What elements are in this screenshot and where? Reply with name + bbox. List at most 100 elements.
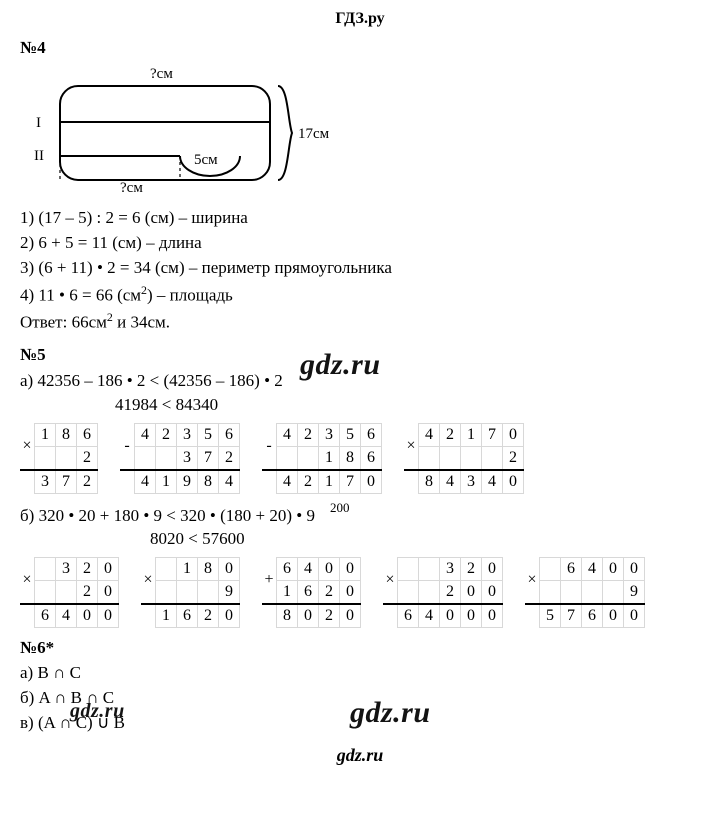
- task4-line-3: 3) (6 + 11) • 2 = 34 (см) – периметр пря…: [20, 257, 700, 280]
- calc-operator: [20, 604, 35, 628]
- task4-steps: 1) (17 – 5) : 2 = 6 (см) – ширина 2) 6 +…: [20, 207, 700, 335]
- calc-digit: 2: [503, 446, 524, 470]
- task5-a-line1: 42356 – 186 • 2 < (42356 – 186) • 2: [37, 371, 282, 390]
- calc-digit: 2: [461, 558, 482, 581]
- calc-operator: ×: [20, 423, 35, 470]
- calc-digit: [56, 446, 77, 470]
- calc-digit: 6: [361, 423, 382, 446]
- calc-digit: 4: [135, 470, 156, 494]
- calc-digit: 3: [56, 558, 77, 581]
- task6-line-c: в) (A ∩ C) ∪ B: [20, 712, 700, 735]
- calc-digit: 0: [482, 581, 503, 605]
- calc-digit: 0: [361, 470, 382, 494]
- diagram-bottom-label: ?см: [120, 180, 143, 194]
- task5-b-calcs: × 320 206400× 180 91620+640016208020× 32…: [20, 557, 700, 628]
- calc-digit: [419, 581, 440, 605]
- calc-digit: [582, 581, 603, 605]
- calc-digit: 6: [77, 423, 98, 446]
- calc-digit: 6: [277, 558, 298, 581]
- calc-digit: 0: [298, 604, 319, 628]
- calc-digit: 2: [77, 446, 98, 470]
- calc-operator: [20, 470, 35, 494]
- annot-200: 200: [330, 500, 350, 516]
- calc-operator: [262, 604, 277, 628]
- vertical-calc: -42356 37241984: [120, 423, 240, 494]
- calc-digit: [35, 558, 56, 581]
- calc-digit: [461, 446, 482, 470]
- task5-b-line2: 8020 < 57600: [20, 527, 700, 551]
- calc-digit: 0: [461, 604, 482, 628]
- calc-digit: [156, 446, 177, 470]
- task5-title: №5: [20, 345, 700, 365]
- calc-digit: [540, 558, 561, 581]
- task4-answer: Ответ: 66см2 и 34см.: [20, 309, 700, 335]
- calc-digit: [419, 558, 440, 581]
- calc-digit: 2: [156, 423, 177, 446]
- calc-digit: 6: [35, 604, 56, 628]
- task6-line-b: б) A ∩ B ∩ C: [20, 687, 700, 710]
- task5-a-line2: 41984 < 84340: [20, 393, 700, 417]
- calc-digit: 2: [77, 558, 98, 581]
- task4-title: №4: [20, 38, 700, 58]
- calc-digit: 3: [177, 423, 198, 446]
- calc-digit: 5: [540, 604, 561, 628]
- calc-digit: 9: [177, 470, 198, 494]
- calc-digit: 2: [319, 604, 340, 628]
- calc-digit: 2: [219, 446, 240, 470]
- calc-digit: 4: [440, 470, 461, 494]
- site-header: ГДЗ.ру: [20, 10, 700, 28]
- calc-digit: 2: [298, 423, 319, 446]
- calc-digit: 0: [77, 604, 98, 628]
- diagram-right-label: 17см: [298, 126, 330, 142]
- calc-digit: [277, 446, 298, 470]
- calc-digit: 7: [482, 423, 503, 446]
- calc-digit: [156, 581, 177, 605]
- calc-digit: 0: [319, 558, 340, 581]
- calc-digit: 0: [603, 558, 624, 581]
- task5-b-comparison: б) 320 • 20 + 180 • 9 < 320 • (180 + 20)…: [20, 504, 700, 552]
- calc-digit: 6: [582, 604, 603, 628]
- calc-digit: 8: [419, 470, 440, 494]
- vertical-calc: × 320 20064000: [383, 557, 503, 628]
- calc-digit: [561, 581, 582, 605]
- task6-line-a: а) B ∩ C: [20, 662, 700, 685]
- vertical-calc: × 320 206400: [20, 557, 119, 628]
- calc-digit: [482, 446, 503, 470]
- calc-digit: 0: [503, 423, 524, 446]
- calc-digit: 7: [56, 470, 77, 494]
- calc-digit: 0: [98, 558, 119, 581]
- calc-digit: 3: [440, 558, 461, 581]
- calc-digit: 0: [440, 604, 461, 628]
- calc-digit: [398, 558, 419, 581]
- calc-digit: 1: [319, 470, 340, 494]
- task5-b-label: б): [20, 506, 34, 525]
- calc-digit: 0: [340, 558, 361, 581]
- calc-digit: 3: [177, 446, 198, 470]
- diagram-row-i: I: [36, 115, 41, 131]
- calc-digit: 1: [277, 581, 298, 605]
- calc-operator: ×: [383, 558, 398, 605]
- calc-digit: 6: [219, 423, 240, 446]
- calc-digit: 7: [340, 470, 361, 494]
- calc-digit: 0: [461, 581, 482, 605]
- calc-digit: 6: [177, 604, 198, 628]
- watermark-footer: gdz.ru: [20, 745, 700, 766]
- calc-digit: 0: [219, 604, 240, 628]
- calc-digit: [298, 446, 319, 470]
- calc-digit: [135, 446, 156, 470]
- calc-digit: 4: [277, 423, 298, 446]
- calc-digit: 8: [198, 558, 219, 581]
- calc-digit: 2: [298, 470, 319, 494]
- calc-digit: [35, 446, 56, 470]
- calc-digit: 1: [319, 446, 340, 470]
- calc-operator: ×: [20, 558, 35, 605]
- task4-line-2: 2) 6 + 5 = 11 (см) – длина: [20, 232, 700, 255]
- diagram-top-label: ?см: [150, 66, 173, 82]
- calc-digit: [56, 581, 77, 605]
- calc-digit: 2: [77, 470, 98, 494]
- calc-digit: [156, 558, 177, 581]
- calc-operator: -: [262, 423, 277, 470]
- calc-digit: 5: [198, 423, 219, 446]
- vertical-calc: +640016208020: [262, 557, 361, 628]
- calc-digit: 1: [177, 558, 198, 581]
